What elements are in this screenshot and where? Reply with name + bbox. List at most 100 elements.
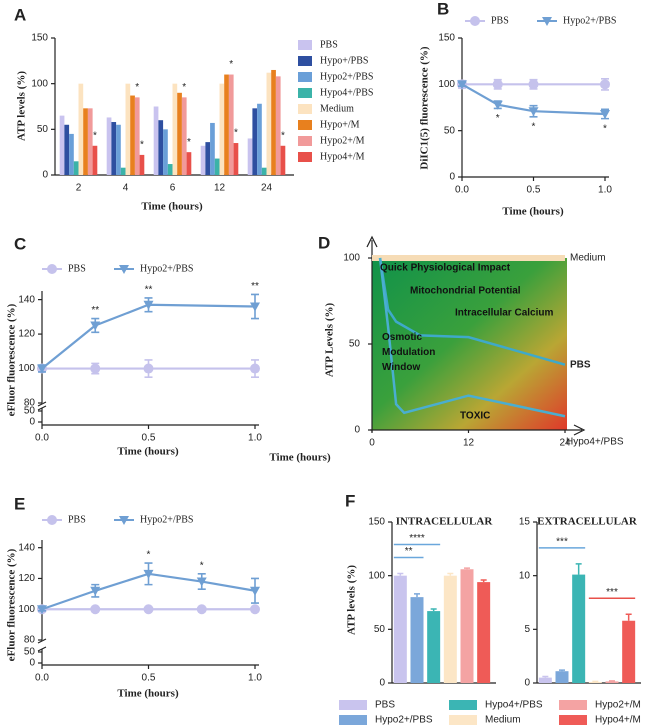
data-point bbox=[457, 80, 467, 90]
error-bar bbox=[447, 572, 454, 576]
bar bbox=[460, 569, 474, 683]
bar bbox=[224, 74, 229, 175]
legend-marker bbox=[470, 16, 480, 26]
x-tick-label: 0.0 bbox=[35, 673, 49, 684]
data-point bbox=[37, 605, 47, 615]
data-point bbox=[90, 321, 101, 331]
annotation: Osmotic Modulation Window bbox=[382, 332, 436, 373]
bar bbox=[393, 575, 407, 683]
y-axis-label: eFluor fluorescence (%) bbox=[6, 303, 18, 416]
data-point bbox=[600, 79, 610, 90]
y-tick-label: 120 bbox=[18, 329, 35, 340]
viability-zone bbox=[372, 258, 567, 430]
x-tick-label: 1.0 bbox=[598, 185, 612, 196]
significance-label: * bbox=[187, 137, 191, 148]
data-point bbox=[143, 300, 154, 310]
error-bar bbox=[592, 680, 599, 683]
bar bbox=[130, 95, 135, 175]
y-tick-label: 50 bbox=[349, 339, 361, 350]
trend-line bbox=[378, 257, 566, 366]
y-tick-label: 100 bbox=[18, 604, 35, 615]
significance-label: * bbox=[234, 128, 238, 139]
legend-label: PBS bbox=[68, 263, 86, 274]
significance-label: * bbox=[281, 130, 285, 141]
data-point bbox=[528, 107, 539, 117]
data-point bbox=[90, 604, 101, 615]
bar bbox=[120, 167, 126, 175]
significance-label: * bbox=[93, 130, 97, 141]
significance-label: * bbox=[603, 123, 607, 134]
legend-swatch bbox=[449, 700, 477, 710]
x-axis-label: Time (hours) bbox=[117, 446, 179, 458]
series-line bbox=[41, 303, 256, 370]
bar bbox=[219, 83, 225, 175]
y-axis-arrow bbox=[366, 235, 378, 432]
bar bbox=[153, 106, 159, 175]
legend-label: Hypo2+/PBS bbox=[140, 263, 193, 274]
legend-label: Hypo2+/M bbox=[320, 135, 365, 146]
bar bbox=[167, 164, 173, 175]
error-bar bbox=[430, 608, 437, 612]
bar bbox=[233, 143, 239, 175]
bar bbox=[477, 582, 491, 683]
comparison-label: **** bbox=[409, 533, 425, 544]
x-axis-arrow bbox=[370, 424, 586, 436]
bar bbox=[87, 108, 93, 175]
error-bar bbox=[559, 669, 565, 672]
y-axis-label: ATP levels (%) bbox=[16, 71, 28, 141]
data-point bbox=[492, 79, 503, 90]
bar bbox=[214, 158, 220, 175]
y-tick-label: 150 bbox=[31, 33, 48, 44]
significance-label: ** bbox=[91, 305, 99, 316]
series-line bbox=[461, 83, 606, 116]
y-tick-label: 0 bbox=[29, 658, 35, 669]
y-tick-label: 0 bbox=[379, 678, 385, 689]
data-point bbox=[90, 586, 101, 596]
bar bbox=[163, 129, 168, 175]
significance-label: * bbox=[140, 140, 144, 151]
significance-label: * bbox=[182, 82, 186, 93]
bar bbox=[125, 83, 131, 175]
significance-label: * bbox=[147, 550, 151, 561]
x-tick-label: 0.5 bbox=[142, 673, 156, 684]
legend-label: Hypo2+/M bbox=[595, 700, 641, 711]
bar bbox=[139, 154, 145, 175]
panel-letter: C bbox=[14, 234, 26, 253]
bar bbox=[252, 108, 258, 175]
x-tick-label: 12 bbox=[214, 183, 226, 194]
x-tick-label: 12 bbox=[463, 438, 475, 449]
bar bbox=[605, 681, 619, 683]
comparison-label: *** bbox=[556, 537, 568, 548]
bar bbox=[427, 611, 441, 683]
data-point bbox=[143, 604, 154, 615]
data-point bbox=[250, 604, 260, 615]
legend-label: PBS bbox=[68, 514, 86, 525]
data-point bbox=[196, 577, 207, 587]
data-point bbox=[37, 364, 47, 374]
x-tick-label: 1.0 bbox=[248, 433, 262, 444]
y-tick-label: 100 bbox=[18, 363, 35, 374]
trend-line bbox=[378, 257, 566, 418]
y-tick-label: 50 bbox=[37, 124, 49, 135]
x-tick-label: 1.0 bbox=[248, 673, 262, 684]
legend-swatch bbox=[298, 136, 312, 146]
series-end-label: Medium bbox=[570, 253, 606, 264]
significance-label: * bbox=[200, 560, 204, 571]
bar bbox=[59, 115, 65, 175]
bar bbox=[280, 145, 286, 175]
significance-label: * bbox=[229, 59, 233, 70]
legend-label: PBS bbox=[375, 700, 395, 711]
panel-letter: B bbox=[437, 0, 449, 18]
panel-letter: A bbox=[14, 5, 26, 24]
y-tick-label: 0 bbox=[42, 170, 48, 181]
bar bbox=[200, 145, 206, 175]
data-point bbox=[143, 363, 154, 374]
significance-label: * bbox=[532, 121, 536, 132]
y-tick-label: 0 bbox=[524, 678, 530, 689]
legend-swatch bbox=[298, 40, 312, 50]
x-axis-label: Time (hours) bbox=[117, 688, 179, 700]
bar bbox=[186, 152, 192, 175]
y-tick-label: 120 bbox=[18, 573, 35, 584]
significance-label: ** bbox=[145, 285, 153, 296]
